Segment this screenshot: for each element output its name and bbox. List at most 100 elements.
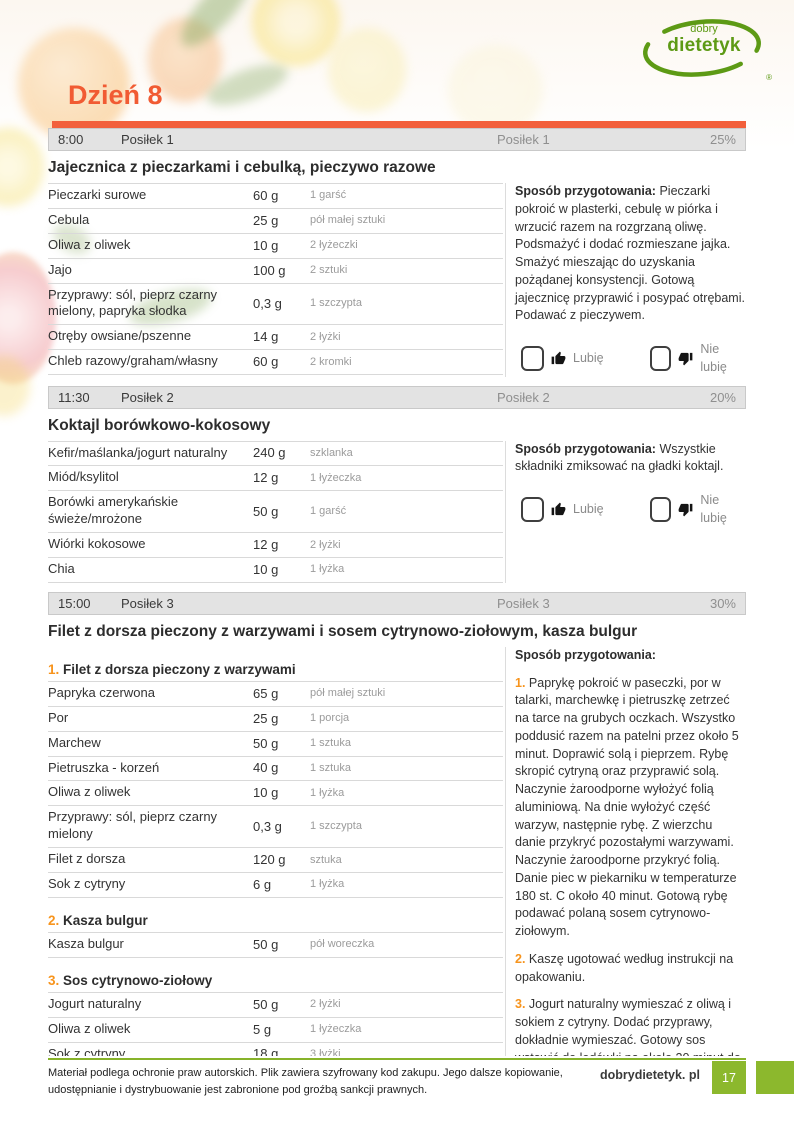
ingredient-quantity: 0,3 g (253, 818, 282, 834)
ingredient-row: Przyprawy: sól, pieprz czarny mielony, p… (48, 283, 503, 325)
ingredient-quantity: 10 g (253, 237, 279, 253)
ingredients-column: 1. Filet z dorsza pieczony z warzywami P… (48, 647, 505, 1123)
ingredient-measure: 1 łyżka (310, 878, 345, 891)
preparation-label: Sposób przygotowania: (515, 647, 656, 662)
meal-name: Posiłek 1 (121, 132, 174, 147)
meal-time: 15:00 (58, 595, 91, 611)
ingredient-measure: sztuka (310, 853, 342, 866)
ingredient-row: Filet z dorsza 120 g sztuka (48, 847, 503, 873)
registered-mark: ® (766, 73, 772, 82)
meal-time: 11:30 (58, 389, 90, 405)
meal-body: Pieczarki surowe 60 g 1 garść Cebula (48, 183, 746, 377)
meal-name-secondary: Posiłek 3 (497, 595, 550, 611)
lemon-image (0, 356, 30, 416)
ingredient-quantity: 60 g (253, 354, 279, 370)
ingredient-quantity: 240 g (253, 445, 286, 461)
preparation-column: Sposób przygotowania: Pieczarki pokroić … (505, 183, 746, 377)
ingredient-row: Chleb razowy/graham/własny 60 g 2 kromki (48, 349, 503, 375)
ingredient-quantity: 50 g (253, 735, 279, 751)
dislike-label: Nie lubię (700, 493, 727, 525)
ingredient-quantity: 65 g (253, 685, 279, 701)
ingredient-name: Oliwa z oliwek (48, 784, 131, 800)
preparation-step: 1. Paprykę pokroić w paseczki, por w tal… (515, 675, 746, 941)
ingredient-name: Otręby owsiane/pszenne (48, 328, 192, 344)
meal-name: Posiłek 2 (121, 389, 174, 405)
ingredient-measure: 1 szczypta (310, 820, 362, 833)
ingredient-measure: 1 garść (310, 189, 347, 202)
meal-header-bar: 8:00 Posiłek 1 Posiłek 1 25% (48, 128, 746, 151)
ingredients-column: Pieczarki surowe 60 g 1 garść Cebula (48, 183, 505, 377)
page-footer: Materiał podlega ochronie praw autorskic… (0, 1056, 794, 1123)
ingredient-quantity: 6 g (253, 876, 272, 892)
preparation-label: Sposób przygotowania: (515, 441, 656, 456)
footer-divider (48, 1058, 746, 1060)
ingredient-name: Marchew (48, 734, 101, 750)
like-option[interactable]: Lubię (521, 346, 604, 372)
ingredient-quantity: 50 g (253, 996, 279, 1012)
ingredient-measure: 2 łyżeczki (310, 239, 358, 252)
feedback-row: Lubię Nie lubię (515, 492, 746, 528)
ingredient-subsection: 2. Kasza bulgur Kasza bulgur (48, 913, 503, 958)
dislike-option[interactable]: Nie lubię (649, 492, 746, 528)
ingredients-table: Pieczarki surowe 60 g 1 garść Cebula (48, 183, 503, 376)
preparation-label: Sposób przygotowania: (515, 184, 656, 198)
thumb-down-icon (679, 504, 693, 517)
ingredient-row: Kefir/maślanka/jogurt naturalny 240 g sz… (48, 441, 503, 466)
subsection-heading: 3. Sos cytrynowo-ziołowy (48, 973, 503, 988)
subsection-heading: 2. Kasza bulgur (48, 913, 503, 928)
dislike-checkbox[interactable] (649, 346, 672, 372)
ingredient-quantity: 10 g (253, 561, 279, 577)
like-checkbox[interactable] (521, 346, 544, 372)
ingredient-name: Jogurt naturalny (48, 995, 142, 1011)
meal-section: 15:00 Posiłek 3 Posiłek 3 30% Filet z do… (48, 591, 746, 1123)
ingredient-row: Pieczarki surowe 60 g 1 garść (48, 183, 503, 209)
ingredient-quantity: 100 g (253, 262, 286, 278)
ingredient-row: Papryka czerwona 65 g pół małej sztuki (48, 681, 503, 706)
step-number: 2. (515, 951, 526, 966)
ingredient-quantity: 40 g (253, 760, 279, 776)
ingredient-measure: 2 łyżki (310, 330, 341, 343)
meal-header-bar: 15:00 Posiłek 3 Posiłek 3 30% (48, 591, 746, 615)
ingredient-name: Miód/ksylitol (48, 469, 119, 485)
lemon-slice-image (0, 128, 44, 206)
thumb-up-icon (551, 502, 566, 516)
ingredient-name: Kefir/maślanka/jogurt naturalny (48, 444, 228, 460)
meal-header-right: Posiłek 3 30% (497, 596, 745, 611)
ingredient-name: Kasza bulgur (48, 935, 124, 951)
meal-section: 8:00 Posiłek 1 Posiłek 1 25% Jajecznica … (48, 128, 746, 377)
like-checkbox[interactable] (521, 497, 544, 523)
page-number-badge: 17 (712, 1061, 746, 1094)
dislike-checkbox[interactable] (649, 497, 672, 523)
ingredient-name: Papryka czerwona (48, 684, 155, 700)
ingredient-name: Jajo (48, 261, 72, 277)
meal-name: Posiłek 3 (121, 595, 174, 611)
thumb-up-icon (551, 351, 566, 365)
footer-brand: dobrydietetyk. pl (599, 1068, 700, 1082)
subsection-number: 2. (48, 912, 60, 928)
feedback-row: Lubię Nie lubię (515, 341, 746, 377)
subsection-heading: 1. Filet z dorsza pieczony z warzywami (48, 662, 503, 677)
meal-time: 8:00 (58, 132, 84, 147)
ingredient-row: Otręby owsiane/pszenne 14 g 2 łyżki (48, 324, 503, 350)
ingredient-quantity: 50 g (253, 503, 279, 519)
ingredient-name: Oliwa z oliwek (48, 236, 131, 252)
dislike-label: Nie lubię (700, 342, 727, 374)
preparation-text: Sposób przygotowania: (515, 647, 746, 665)
ingredient-measure: 1 szczypta (310, 297, 362, 310)
page-title: Dzień 8 (68, 80, 163, 110)
dislike-option[interactable]: Nie lubię (649, 341, 746, 377)
ingredient-row: Jogurt naturalny 50 g 2 łyżki (48, 992, 503, 1017)
ingredient-quantity: 120 g (253, 852, 286, 868)
ingredient-quantity: 25 g (253, 710, 279, 726)
dish-title: Koktajl borówkowo-kokosowy (48, 416, 271, 434)
ingredient-row: Jajo 100 g 2 sztuki (48, 258, 503, 283)
ingredient-measure: 2 sztuki (310, 264, 348, 277)
ingredient-measure: 2 łyżki (310, 538, 341, 551)
ingredient-quantity: 10 g (253, 785, 279, 801)
ingredients-table: Kefir/maślanka/jogurt naturalny 240 g sz… (48, 441, 503, 583)
step-number: 1. (515, 675, 526, 690)
like-option[interactable]: Lubię (521, 497, 604, 523)
step-text: Paprykę pokroić w paseczki, por w talark… (515, 675, 739, 939)
meal-percent: 20% (709, 389, 736, 405)
ingredient-quantity: 5 g (253, 1021, 272, 1037)
